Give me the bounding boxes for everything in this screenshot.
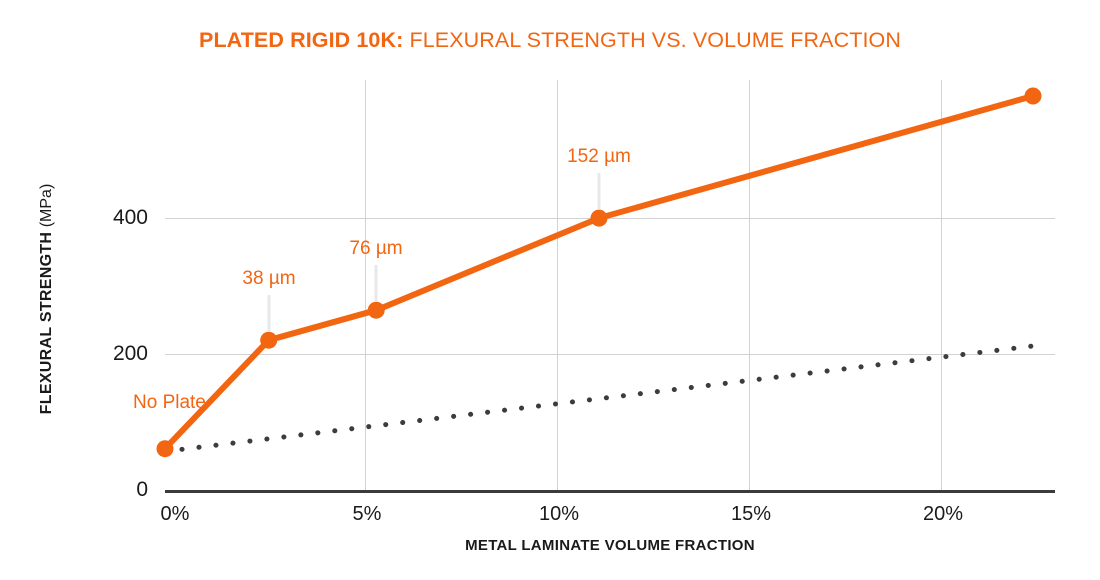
x-tick-label-15: 15% xyxy=(730,503,772,525)
x-tick-label-5: 5% xyxy=(352,503,382,525)
gridline-vertical-15 xyxy=(749,80,750,491)
series-unplated-line xyxy=(162,343,1036,454)
annotation-leader-38um xyxy=(267,295,271,331)
y-axis-title-unit: (MPa) xyxy=(38,183,55,228)
annotation-leader-76um xyxy=(374,265,378,301)
chart-title-emphasis: PLATED RIGID 10K: xyxy=(199,28,404,52)
y-axis-title-text: FLEXURAL STRENGTH xyxy=(38,231,55,415)
data-point-max xyxy=(1024,87,1042,105)
plot-area: 38 µm 76 µm 152 µm No Plate xyxy=(133,80,1055,493)
annotation-label-152um: 152 µm xyxy=(567,146,631,167)
chart-title-rest: FLEXURAL STRENGTH VS. VOLUME FRACTION xyxy=(409,28,901,52)
gridline-horizontal-400 xyxy=(165,218,1055,219)
x-tick-label-20: 20% xyxy=(922,503,964,525)
gridline-vertical-5 xyxy=(365,80,366,491)
data-point-no-plate xyxy=(156,440,174,458)
y-tick-label-200: 200 xyxy=(112,342,148,365)
annotation-label-76um: 76 µm xyxy=(349,238,403,259)
annotation-leader-152um xyxy=(597,173,601,209)
y-tick-label-0: 0 xyxy=(136,478,148,501)
data-point-152um xyxy=(590,209,608,227)
chart-title: PLATED RIGID 10K: FLEXURAL STRENGTH VS. … xyxy=(0,28,1100,53)
series-svg xyxy=(156,87,1042,458)
gridline-horizontal-200 xyxy=(165,354,1055,355)
x-tick-label-10: 10% xyxy=(538,503,580,525)
y-axis-title: FLEXURAL STRENGTH (MPa) xyxy=(38,134,56,464)
x-tick-label-0: 0% xyxy=(160,503,190,525)
data-point-76um xyxy=(367,301,385,319)
annotation-label-no-plate: No Plate xyxy=(133,392,206,413)
y-tick-label-400: 400 xyxy=(112,206,148,229)
gridline-vertical-20 xyxy=(941,80,942,491)
annotation-label-38um: 38 µm xyxy=(242,268,296,289)
data-point-38um xyxy=(260,331,278,349)
x-axis-title: METAL LAMINATE VOLUME FRACTION xyxy=(465,537,755,554)
gridline-vertical-10 xyxy=(557,80,558,491)
x-axis-line xyxy=(165,490,1055,493)
